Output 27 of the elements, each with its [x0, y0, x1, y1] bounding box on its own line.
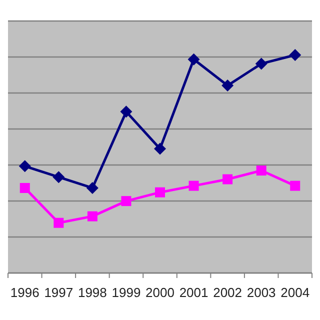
- point: [154, 142, 166, 155]
- point: [120, 106, 132, 118]
- point: [86, 182, 98, 194]
- point: [289, 49, 302, 62]
- x-tick-label: 1998: [78, 285, 107, 300]
- point: [256, 166, 266, 176]
- point: [222, 174, 233, 184]
- x-tick-label: 2000: [146, 285, 174, 300]
- point: [188, 53, 200, 66]
- point: [20, 182, 30, 193]
- point: [87, 211, 98, 222]
- point: [54, 218, 64, 228]
- x-tick-label: 1999: [112, 285, 141, 300]
- x-tick-label: 2003: [246, 285, 276, 300]
- x-tick-label: 1996: [10, 285, 40, 300]
- x-tick-label: 1997: [44, 285, 74, 300]
- point: [18, 160, 31, 172]
- point: [188, 180, 199, 191]
- x-tick-label: 2001: [179, 285, 208, 300]
- point: [52, 171, 65, 184]
- x-tick-label: 2004: [280, 285, 310, 300]
- point: [290, 180, 300, 191]
- x-tick-label: 2002: [213, 285, 242, 300]
- point: [255, 58, 268, 70]
- point: [155, 187, 165, 198]
- point: [222, 80, 234, 92]
- point: [121, 196, 132, 206]
